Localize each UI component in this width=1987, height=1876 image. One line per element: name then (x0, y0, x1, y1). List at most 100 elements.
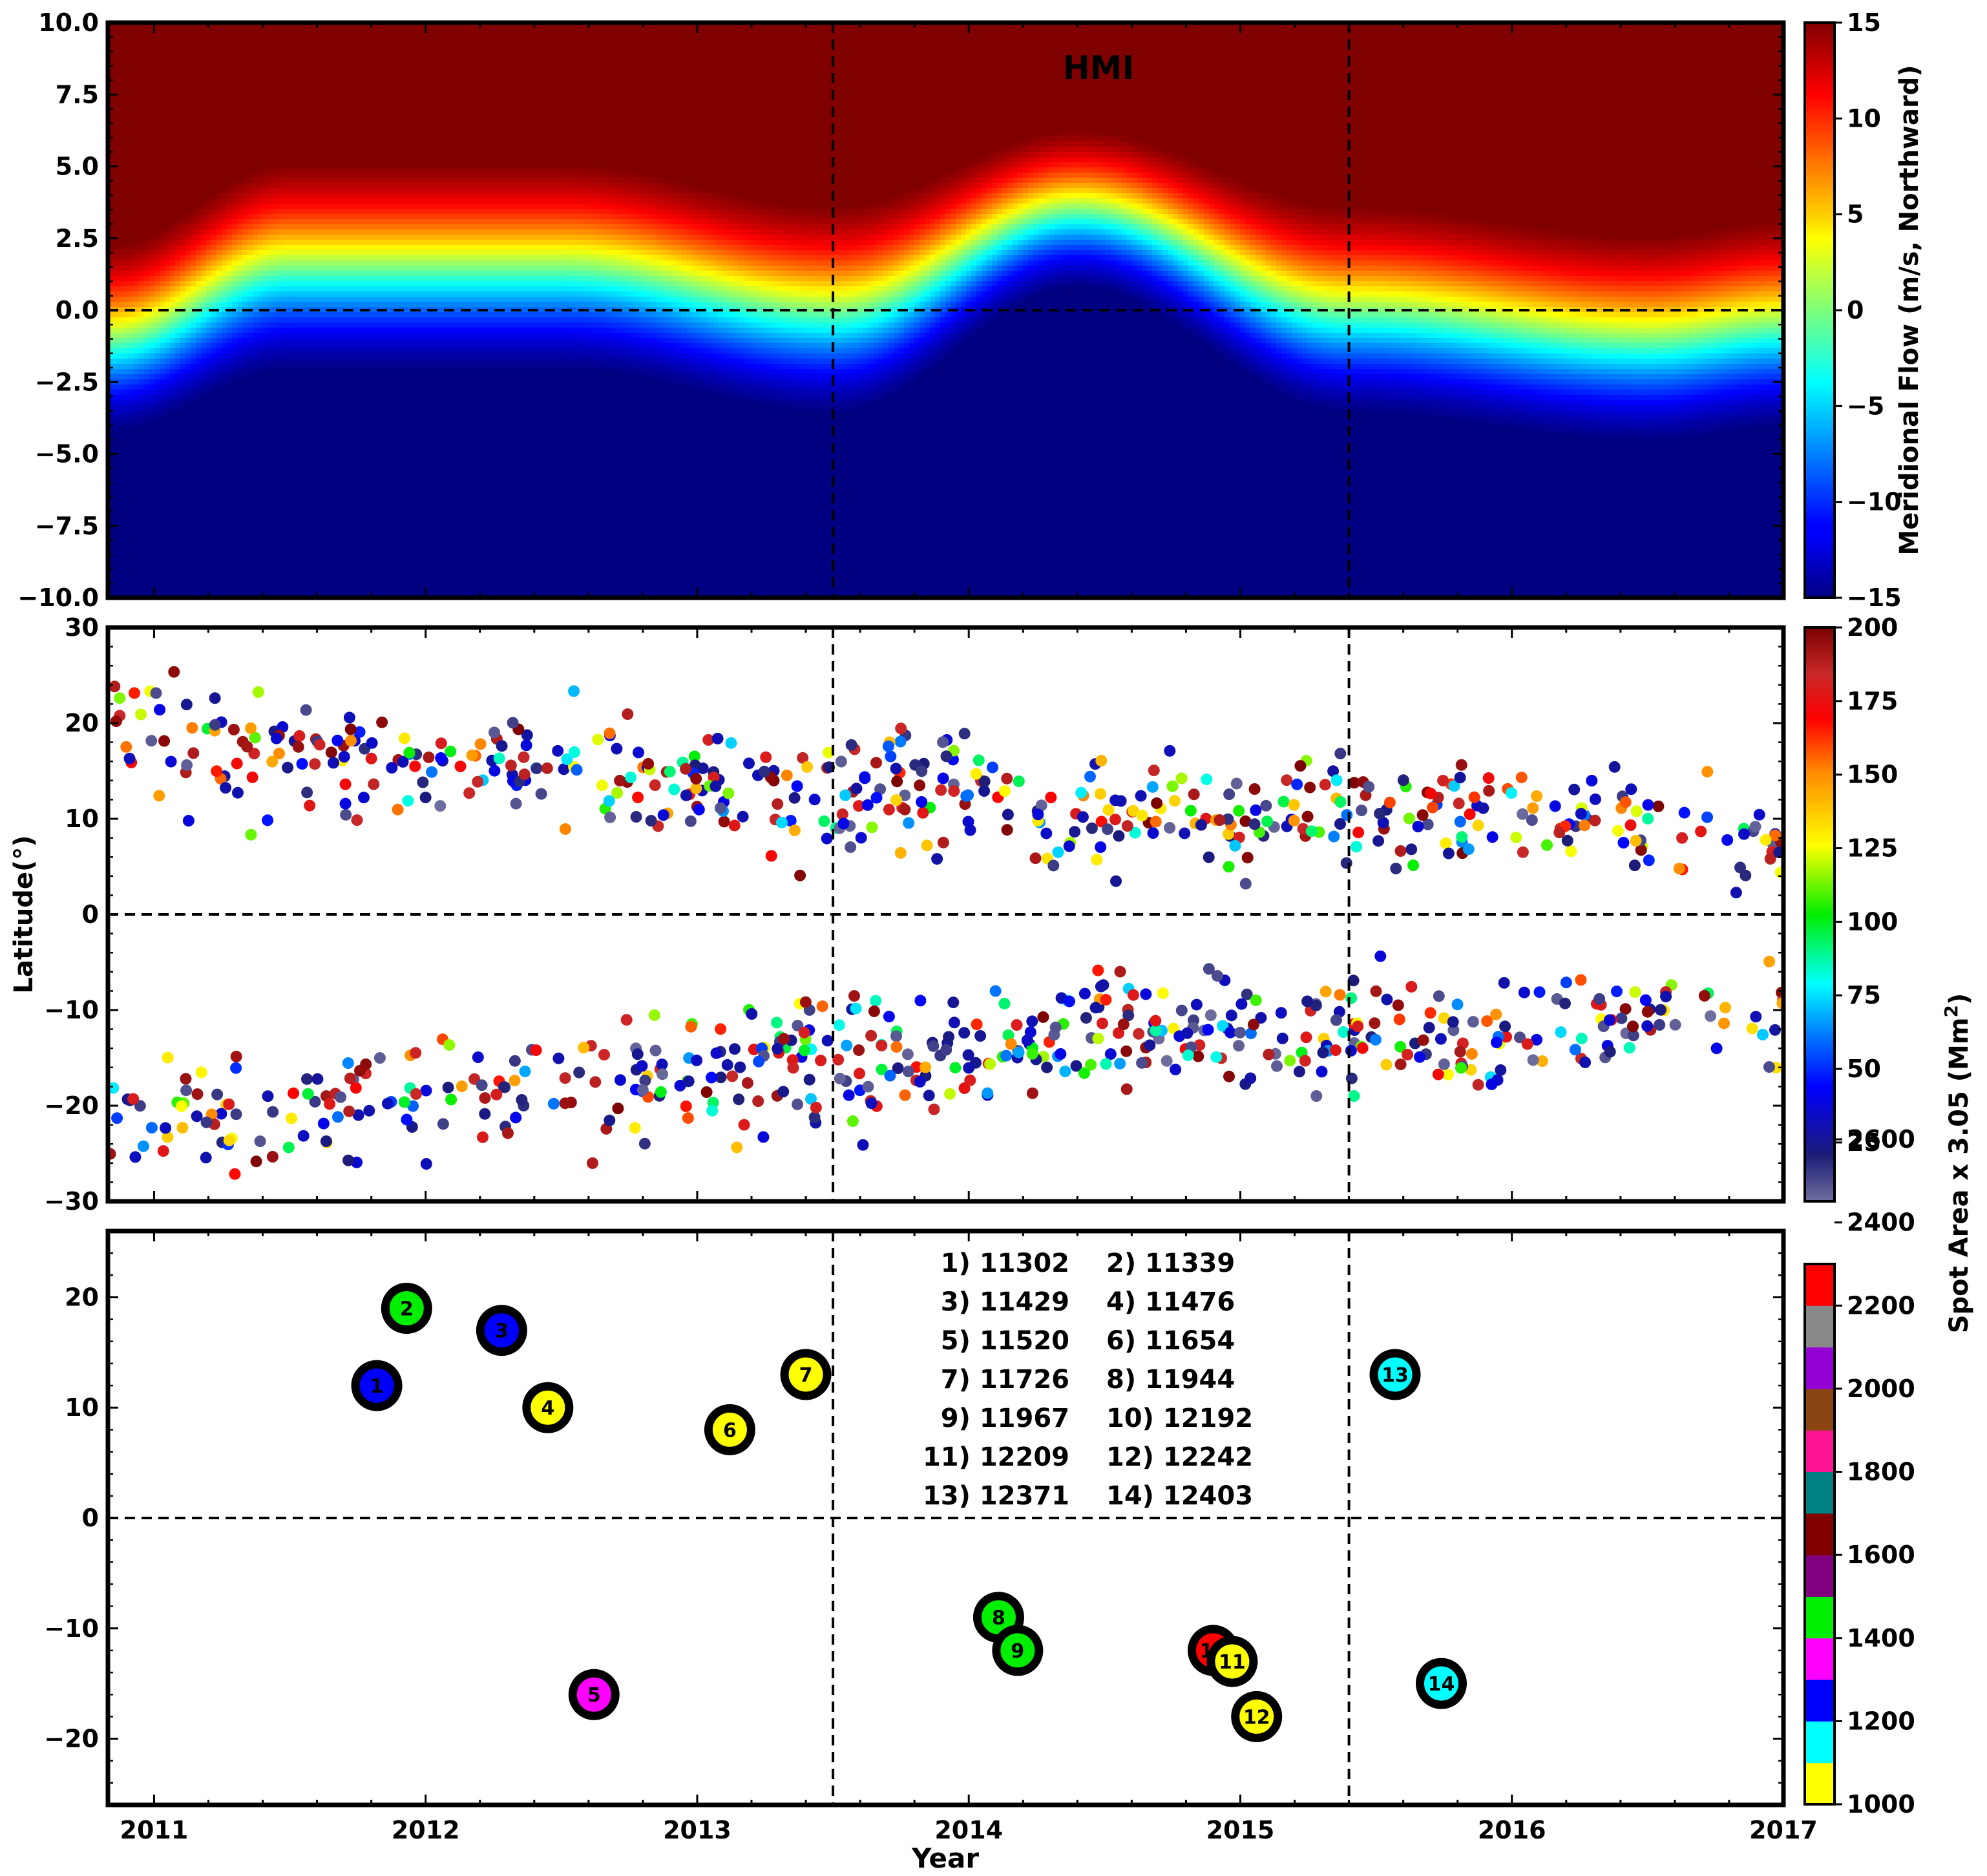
heat-cell (160, 136, 165, 142)
heat-cell (129, 447, 134, 452)
heat-cell (149, 581, 155, 587)
heat-cell (118, 312, 124, 318)
heat-cell (154, 126, 160, 132)
heat-cell (160, 178, 165, 184)
heat-cell (160, 281, 165, 287)
heat-cell (113, 229, 119, 235)
heat-cell (139, 271, 145, 277)
heat-cell (144, 116, 150, 121)
flow-heatmap (108, 23, 1789, 602)
heat-cell (139, 328, 145, 333)
heat-cell (118, 410, 124, 416)
heat-cell (154, 219, 160, 225)
heat-cell (113, 219, 119, 225)
heat-cell (154, 317, 160, 323)
heat-cell (144, 136, 150, 142)
heat-cell (118, 390, 124, 395)
heat-cell (139, 379, 145, 385)
heat-cell (154, 240, 160, 246)
heat-cell (118, 229, 124, 235)
heat-cell (144, 483, 150, 489)
heat-cell (113, 142, 119, 147)
heat-cell (160, 85, 165, 90)
heat-cell (113, 126, 119, 132)
heat-cell (139, 74, 145, 80)
heat-cell (134, 431, 140, 437)
heat-cell (134, 142, 140, 147)
heat-cell (139, 90, 145, 96)
heat-cell (139, 162, 145, 168)
heat-cell (123, 131, 129, 137)
heat-cell (113, 441, 119, 447)
heat-cell (118, 338, 124, 344)
heat-cell (154, 374, 160, 380)
heat-cell (144, 359, 150, 364)
heat-cell (134, 64, 140, 70)
heat-cell (113, 550, 119, 556)
heat-cell (160, 555, 165, 561)
heat-cell (113, 111, 119, 116)
heat-cell (134, 131, 140, 137)
heat-cell (154, 183, 160, 189)
heat-cell (139, 338, 145, 344)
heat-cell (144, 353, 150, 359)
heat-cell (129, 426, 134, 432)
heat-cell (144, 297, 150, 302)
heat-cell (154, 291, 160, 297)
heat-cell (118, 343, 124, 349)
heat-cell (113, 28, 119, 34)
heat-cell (154, 416, 160, 421)
heat-cell (123, 173, 129, 178)
heat-cell (149, 240, 155, 246)
heat-cell (165, 204, 171, 209)
heat-cell (149, 255, 155, 261)
heat-cell (123, 235, 129, 240)
heat-cell (118, 116, 124, 121)
heat-cell (149, 188, 155, 194)
heat-cell (129, 519, 134, 525)
heat-cell (134, 162, 140, 168)
heat-cell (160, 157, 165, 163)
heat-cell (123, 28, 129, 34)
heat-cell (123, 281, 129, 287)
heat-cell (160, 162, 165, 168)
heat-cell (139, 555, 145, 561)
heat-cell (165, 157, 171, 163)
heat-cell (113, 69, 119, 75)
heat-cell (123, 245, 129, 251)
heat-cell (139, 472, 145, 478)
heat-cell (149, 131, 155, 137)
heat-cell (129, 478, 134, 483)
heat-cell (129, 255, 134, 261)
heat-cell (118, 483, 124, 489)
heat-cell (113, 400, 119, 406)
heat-cell (149, 276, 155, 282)
heat-cell (123, 188, 129, 194)
heat-cell (154, 74, 160, 80)
heat-cell (134, 157, 140, 163)
heat-cell (160, 121, 165, 127)
heat-cell (154, 48, 160, 54)
heat-cell (149, 69, 155, 75)
heat-cell (118, 69, 124, 75)
heat-cell (149, 286, 155, 292)
heat-cell (149, 193, 155, 199)
heat-cell (160, 54, 165, 59)
heat-cell (118, 348, 124, 354)
heat-cell (134, 105, 140, 111)
heat-cell (154, 348, 160, 354)
heat-cell (118, 235, 124, 240)
heat-cell (134, 405, 140, 411)
heat-cell (118, 405, 124, 411)
heat-cell (139, 498, 145, 504)
heat-cell (123, 586, 129, 592)
heat-cell (139, 116, 145, 121)
heat-cell (154, 121, 160, 127)
heat-cell (113, 498, 119, 504)
heat-cell (118, 54, 124, 59)
heat-cell (118, 157, 124, 163)
heat-cell (139, 105, 145, 111)
heat-cell (118, 333, 124, 339)
heat-cell (134, 467, 140, 473)
heat-cell (139, 28, 145, 34)
